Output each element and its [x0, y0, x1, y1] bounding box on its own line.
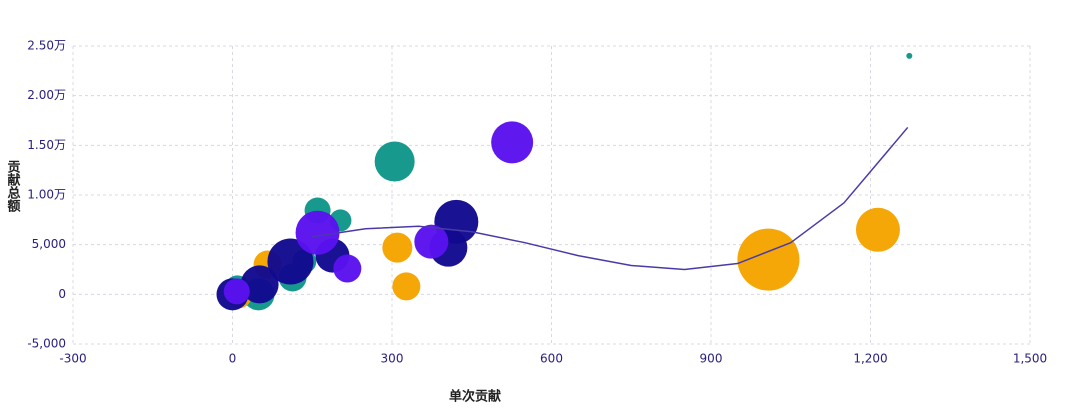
y-tick-label: 2.50万 [27, 39, 66, 53]
bubble [333, 254, 362, 283]
bubble [737, 228, 800, 291]
x-tick-label: 600 [540, 352, 563, 366]
y-tick-label: 1.00万 [27, 188, 66, 202]
y-tick-label: 2.00万 [27, 88, 66, 102]
y-axis-title: 贡献总额 [5, 160, 21, 213]
bubble [906, 52, 913, 59]
x-tick-label: 900 [700, 352, 723, 366]
x-tick-label: 300 [381, 352, 404, 366]
y-tick-label: 5,000 [32, 237, 66, 251]
trend-line [312, 126, 909, 271]
bubble [855, 207, 900, 252]
x-tick-label: 1,200 [853, 352, 887, 366]
bubble [267, 238, 314, 285]
bubble [223, 278, 250, 305]
x-axis-title: 单次贡献 [449, 389, 501, 405]
bubble [240, 265, 279, 304]
y-tick-label: -5,000 [27, 337, 66, 351]
y-tick-label: 0 [58, 287, 66, 301]
x-tick-label: -300 [59, 352, 86, 366]
bubble [295, 210, 340, 255]
x-tick-label: 1,500 [1013, 352, 1047, 366]
bubble [392, 272, 421, 301]
bubble [491, 121, 534, 164]
x-tick-label: 0 [229, 352, 237, 366]
bubble [382, 232, 413, 263]
bubble [374, 141, 415, 182]
bubble [414, 224, 449, 259]
y-tick-label: 1.50万 [27, 138, 66, 152]
